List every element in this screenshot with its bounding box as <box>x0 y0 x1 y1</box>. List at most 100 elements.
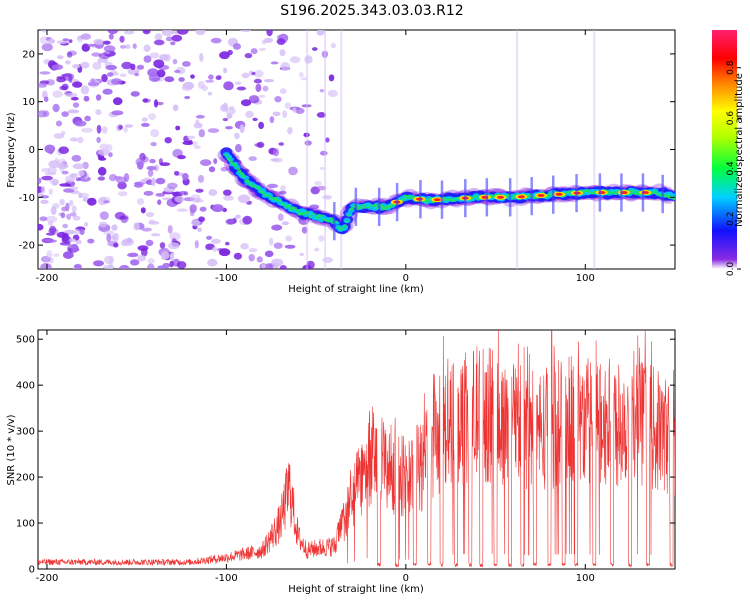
ridge-spike <box>464 179 467 218</box>
noise-blob <box>279 49 286 57</box>
noise-blob <box>279 265 287 269</box>
noise-blob <box>223 189 232 196</box>
noise-blob <box>225 107 236 116</box>
spectrogram-y-label: Frequency (Hz) <box>6 112 17 188</box>
noise-blob <box>74 228 81 235</box>
ridge-blob <box>312 213 317 216</box>
noise-blob <box>172 104 179 112</box>
ridge-blob <box>314 216 319 220</box>
noise-blob <box>107 30 119 35</box>
noise-blob <box>106 233 112 243</box>
ridge-blob <box>224 153 229 157</box>
noise-blob <box>67 109 80 114</box>
noise-blob <box>38 223 44 231</box>
noise-blob <box>193 145 201 150</box>
noise-blob <box>115 176 127 184</box>
x-tick-label: 100 <box>576 273 595 284</box>
noise-blob <box>219 51 230 60</box>
noise-blob <box>193 122 203 129</box>
noise-blob <box>225 126 233 130</box>
noise-blob <box>137 245 149 251</box>
noise-blob <box>272 111 281 117</box>
noise-blob <box>327 89 338 97</box>
noise-blob <box>101 126 108 134</box>
noise-blob <box>222 117 229 122</box>
noise-blob <box>197 174 205 183</box>
noise-blob <box>44 144 56 154</box>
colorbar-tick-label: 0.4 <box>726 161 736 176</box>
noise-blob <box>178 77 185 82</box>
ridge-blob <box>228 159 233 164</box>
noise-blob <box>154 33 163 41</box>
noise-blob <box>103 230 115 236</box>
noise-blob <box>252 117 258 122</box>
noise-blob <box>86 43 97 47</box>
noise-blob <box>145 239 154 247</box>
noise-blob <box>304 55 313 64</box>
noise-blob <box>159 162 171 167</box>
noise-blob <box>141 117 148 122</box>
noise-blob <box>107 72 114 77</box>
y-tick-label: 100 <box>16 519 35 530</box>
noise-blob <box>284 102 292 109</box>
ridge-blob <box>491 196 496 199</box>
noise-blob <box>141 122 150 127</box>
noise-blob <box>58 146 69 154</box>
ridge-blob <box>252 184 257 188</box>
noise-blob <box>61 111 69 117</box>
noise-blob <box>72 81 83 88</box>
noise-blob <box>65 92 78 98</box>
noise-blob <box>226 218 237 225</box>
noise-blob <box>78 192 90 199</box>
colorbar-tick-label: 0.6 <box>726 111 736 126</box>
noise-blob <box>206 235 213 240</box>
noise-blob <box>57 164 64 169</box>
noise-blob <box>72 64 80 69</box>
noise-blob <box>87 82 100 86</box>
ridge-peak <box>555 192 563 196</box>
noise-blob <box>70 137 79 142</box>
noise-blob <box>122 238 134 246</box>
ridge-blob <box>286 204 291 208</box>
noise-blob <box>248 95 260 104</box>
noise-blob <box>256 141 265 148</box>
noise-blob <box>280 185 286 192</box>
noise-blob <box>61 206 68 212</box>
noise-blob <box>157 199 162 205</box>
ridge-blob <box>235 167 240 170</box>
noise-blob <box>172 58 178 65</box>
noise-blob <box>285 235 293 242</box>
noise-blob <box>71 154 82 162</box>
noise-blob <box>99 211 109 220</box>
noise-blob <box>135 157 145 167</box>
noise-blob <box>269 237 274 246</box>
noise-blob <box>195 114 205 119</box>
noise-blob <box>150 233 161 237</box>
noise-blob <box>124 124 134 128</box>
noise-blob <box>234 132 240 140</box>
noise-blob <box>197 81 205 89</box>
noise-blob <box>174 69 181 73</box>
noise-blob <box>218 248 231 257</box>
y-tick-label: 0 <box>29 565 35 576</box>
noise-blob <box>52 90 63 98</box>
noise-blob <box>300 77 308 81</box>
ridge-blob <box>273 196 278 201</box>
noise-blob <box>164 137 172 144</box>
noise-blob <box>177 155 186 160</box>
noise-blob <box>258 94 266 98</box>
noise-blob <box>143 30 150 32</box>
noise-blob <box>320 150 328 156</box>
noise-blob <box>99 143 109 151</box>
noise-blob <box>271 157 283 163</box>
noise-blob <box>199 206 207 212</box>
noise-blob <box>121 61 133 70</box>
ridge-spike <box>440 180 444 219</box>
noise-blob <box>253 78 262 84</box>
noise-blob <box>62 38 69 42</box>
noise-blob <box>272 148 280 157</box>
noise-blob <box>242 215 253 225</box>
noise-blob <box>47 166 57 175</box>
ridge-blob <box>233 163 237 167</box>
